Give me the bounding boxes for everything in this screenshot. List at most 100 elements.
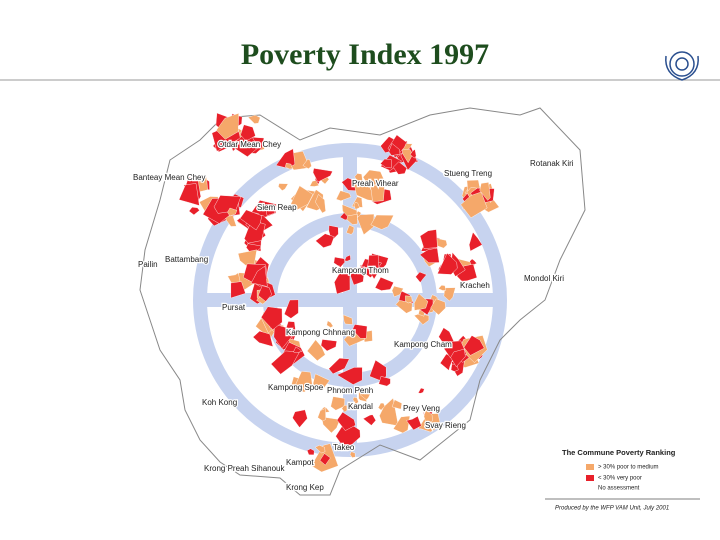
province-label: Kandal [348, 402, 373, 411]
un-logo [665, 51, 699, 81]
commune-patch [317, 408, 327, 422]
commune-patch [341, 177, 358, 191]
commune-patch [369, 183, 385, 202]
commune-patch [178, 183, 200, 206]
commune-patch [257, 285, 272, 302]
commune-patch [354, 183, 377, 202]
province-label: Otdar Mean Chey [218, 140, 281, 149]
commune-patch [266, 206, 276, 216]
commune-patch [273, 323, 293, 350]
commune-patch [401, 147, 413, 164]
commune-patch [314, 444, 326, 454]
commune-patch [405, 295, 413, 304]
commune-patch [336, 411, 356, 431]
commune-patch [415, 271, 427, 283]
legend: The Commune Poverty Ranking > 30% poor t… [562, 448, 676, 492]
commune-patch [312, 168, 333, 183]
commune-patch [244, 219, 266, 244]
commune-patch [342, 314, 353, 325]
commune-patch [418, 413, 442, 433]
commune-patch [240, 124, 256, 142]
province-label: Preah Vihear [352, 179, 399, 188]
commune-patch [378, 376, 391, 387]
province-label: Mondol Kiri [524, 274, 564, 283]
commune-patch [302, 159, 312, 169]
commune-patch [328, 357, 350, 375]
commune-patch [349, 266, 365, 286]
commune-patch [360, 390, 372, 401]
commune-patches [178, 112, 500, 473]
commune-patch [419, 247, 440, 263]
commune-patch [333, 256, 346, 268]
commune-patch [409, 149, 417, 159]
commune-patch [334, 270, 351, 295]
commune-patch [353, 201, 360, 210]
commune-patch [320, 339, 338, 352]
province-label: Prey Veng [403, 404, 440, 413]
commune-patch [346, 213, 358, 225]
commune-patch [335, 190, 352, 202]
commune-patch [391, 399, 403, 410]
commune-patch [306, 448, 315, 456]
commune-patch [247, 114, 261, 124]
commune-patch [230, 281, 246, 299]
province-label: Kracheh [460, 281, 490, 290]
commune-patch [392, 161, 408, 175]
commune-patch [326, 320, 334, 328]
commune-patch [393, 415, 411, 434]
province-label: Siem Reap [257, 203, 297, 212]
commune-patch [270, 350, 300, 375]
commune-patch [430, 298, 446, 316]
commune-patch [213, 195, 242, 214]
commune-patch [357, 213, 375, 236]
commune-patch [468, 231, 483, 252]
legend-title: The Commune Poverty Ranking [562, 448, 676, 457]
commune-patch [367, 254, 380, 280]
commune-patch [438, 285, 447, 291]
commune-patch [437, 252, 458, 275]
province-label: Pailin [138, 260, 158, 269]
commune-patch [450, 348, 466, 368]
province-label: Kampong Cham [394, 340, 452, 349]
province-label: Kampong Thom [332, 266, 389, 275]
commune-patch [344, 254, 351, 262]
commune-patch [419, 229, 438, 249]
legend-label: > 30% poor to medium [598, 465, 659, 471]
province-label: Kampot [286, 458, 314, 467]
province-label: Banteay Mean Chey [133, 173, 206, 182]
commune-patch [315, 233, 335, 248]
commune-patch [293, 346, 303, 354]
commune-patch [250, 265, 268, 287]
commune-patch [413, 313, 430, 325]
commune-patch [315, 194, 326, 214]
commune-patch [362, 169, 386, 187]
commune-patch [278, 183, 289, 191]
commune-patch [292, 409, 308, 428]
commune-patch [354, 173, 363, 184]
legend-swatch [586, 464, 594, 470]
commune-patch [395, 300, 413, 314]
commune-patch [417, 387, 425, 394]
commune-patch [370, 214, 394, 230]
credit: Produced by the WFP VAM Unit, July 2001 [555, 506, 669, 512]
commune-patch [335, 420, 361, 451]
commune-patch [380, 158, 392, 169]
commune-patch [290, 185, 314, 212]
legend-swatch [586, 475, 594, 481]
province-label: Koh Kong [202, 398, 237, 407]
province-label: Krong Kep [286, 483, 324, 492]
commune-patch [413, 293, 429, 311]
commune-patch [460, 191, 488, 219]
commune-patch [312, 373, 330, 392]
commune-patch [374, 276, 394, 291]
province-label: Phnom Penh [327, 386, 373, 395]
commune-patch [352, 324, 368, 339]
province-labels: Otdar Mean Chey Banteay Mean Chey Preah Vi… [132, 139, 575, 494]
commune-patch [188, 206, 200, 216]
commune-patch [239, 209, 263, 231]
commune-patch [336, 367, 363, 385]
commune-patch [252, 330, 274, 347]
commune-patch [349, 451, 356, 458]
commune-patch [319, 453, 331, 466]
